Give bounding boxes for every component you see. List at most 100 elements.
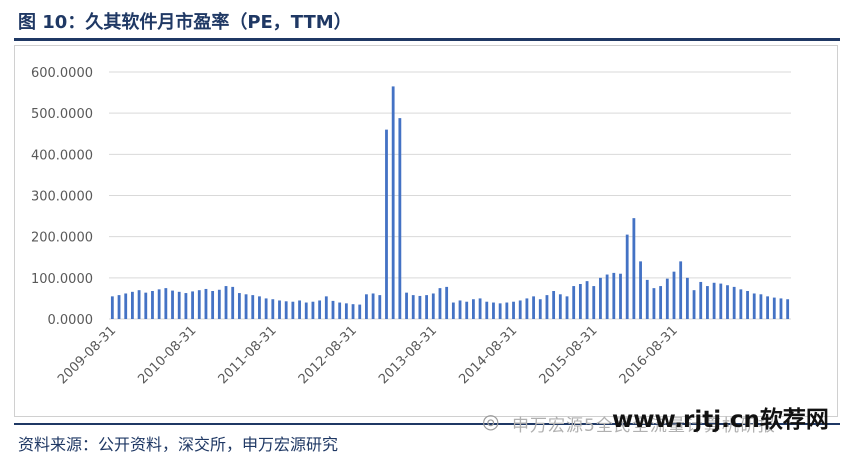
bars <box>110 86 790 320</box>
bar <box>672 271 676 319</box>
pe-bar-chart: 0.0000 100.0000 200.0000 300.0000 400.0000 50… <box>31 66 791 387</box>
bar <box>732 286 736 319</box>
bar <box>258 296 261 319</box>
bar <box>759 294 763 319</box>
bar <box>144 292 148 319</box>
bar <box>645 279 649 319</box>
bar <box>425 295 428 319</box>
bar <box>431 293 435 319</box>
bar <box>378 295 382 319</box>
bar <box>110 296 114 319</box>
bar <box>217 289 221 319</box>
bar <box>679 261 683 319</box>
bar <box>518 300 522 319</box>
bar <box>485 301 489 319</box>
bar <box>585 281 589 319</box>
bar <box>512 301 515 319</box>
bar <box>445 286 449 319</box>
bar <box>639 261 642 319</box>
x-tick-label: 2015-08-31 <box>537 323 601 387</box>
y-tick-label: 200.0000 <box>31 231 93 246</box>
bar <box>264 298 268 319</box>
x-tick-label: 2010-08-31 <box>135 323 199 387</box>
bar <box>184 293 188 319</box>
bar <box>237 293 241 319</box>
x-tick-label: 2014-08-31 <box>456 323 520 387</box>
bar <box>211 291 215 319</box>
bar <box>318 300 322 319</box>
bar <box>498 303 502 319</box>
x-tick-label: 2009-08-31 <box>55 323 119 387</box>
bar <box>177 291 181 319</box>
x-axis-ticks: 2009-08-31 2010-08-31 2011-08-31 2012-08-31… <box>55 323 681 387</box>
y-tick-label: 400.0000 <box>31 148 93 163</box>
bar <box>298 300 301 319</box>
bar <box>385 129 388 319</box>
bar <box>779 298 783 319</box>
bar <box>525 298 529 319</box>
bar <box>278 300 281 319</box>
x-tick-label: 2011-08-31 <box>216 323 280 387</box>
bar <box>311 301 315 319</box>
footer-divider <box>14 423 840 425</box>
bar <box>572 286 576 319</box>
y-tick-label: 0.0000 <box>48 313 94 328</box>
y-tick-label: 500.0000 <box>31 107 93 122</box>
bar <box>632 218 636 319</box>
bar <box>224 286 228 319</box>
bar <box>171 290 174 319</box>
bar <box>558 294 562 319</box>
gridlines <box>109 71 791 320</box>
bar <box>405 292 408 319</box>
bar <box>692 290 696 319</box>
bar <box>605 274 609 319</box>
bar <box>746 291 749 319</box>
bar <box>458 300 462 319</box>
chart-area: 0.0000 100.0000 200.0000 300.0000 400.0000 50… <box>14 45 838 417</box>
bar <box>752 293 756 319</box>
title-divider <box>14 38 840 41</box>
y-tick-label: 300.0000 <box>31 190 93 205</box>
bar <box>365 294 368 319</box>
bar <box>619 273 622 319</box>
bar <box>291 301 295 319</box>
bar <box>244 294 248 319</box>
y-tick-label: 600.0000 <box>31 66 93 81</box>
bar <box>478 298 482 319</box>
source-note: 资料来源：公开资料，深交所，申万宏源研究 <box>18 435 339 454</box>
bar <box>398 118 402 319</box>
bar <box>659 286 663 319</box>
x-tick-label: 2016-08-31 <box>617 323 681 387</box>
bar <box>726 285 729 319</box>
chart-title: 图 10：久其软件月市盈率（PE，TTM） <box>18 12 352 33</box>
bar <box>164 288 168 320</box>
bar <box>204 288 208 319</box>
bar <box>465 301 469 319</box>
bar <box>625 234 629 319</box>
bar <box>538 299 542 319</box>
bar <box>472 299 475 319</box>
bar <box>599 277 602 319</box>
bar <box>438 288 442 320</box>
y-axis-ticks: 0.0000 100.0000 200.0000 300.0000 400.0000 50… <box>31 66 93 328</box>
watermark-subtitle: 申万宏源5全民全流量计算机研报 <box>512 416 776 436</box>
y-tick-label: 100.0000 <box>31 272 93 287</box>
bar <box>492 302 495 319</box>
bar <box>578 284 582 319</box>
bar <box>451 302 455 319</box>
bar <box>612 272 616 319</box>
bar <box>706 286 709 319</box>
bar <box>351 304 355 319</box>
bar <box>719 283 723 319</box>
bar <box>652 288 656 320</box>
bar <box>304 302 308 319</box>
bar <box>411 295 415 319</box>
bar <box>552 291 556 319</box>
x-tick-label: 2013-08-31 <box>376 323 440 387</box>
bar <box>592 286 596 319</box>
bar <box>772 297 776 319</box>
bar <box>191 291 194 319</box>
bar <box>324 296 328 319</box>
bar <box>371 293 375 319</box>
bar <box>338 302 342 319</box>
